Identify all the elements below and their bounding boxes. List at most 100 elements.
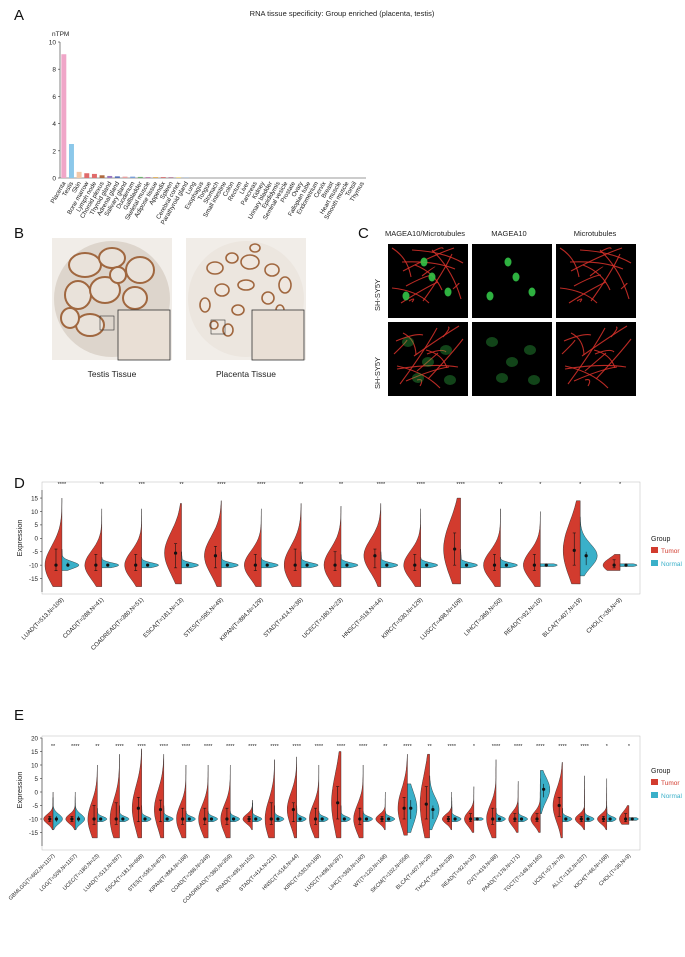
placental-villus — [278, 276, 292, 294]
tumor-median-point — [92, 817, 96, 821]
normal-median-point — [121, 817, 125, 821]
tumor-violin — [132, 748, 142, 839]
significance-label: * — [628, 744, 631, 750]
microtubule-filament — [573, 366, 618, 382]
significance-label: * — [473, 744, 476, 750]
tumor-violin — [597, 778, 608, 830]
tumor-violin — [309, 764, 320, 839]
microtubule-filament — [401, 261, 456, 270]
significance-label: **** — [315, 744, 324, 750]
microtubule-filament — [599, 247, 612, 253]
microtubule-filament — [599, 249, 630, 300]
normal-violin — [606, 805, 617, 822]
significance-label: **** — [359, 744, 368, 750]
group-label: CHOL(T=36,N=9) — [586, 597, 624, 635]
group-label: LUAD(T=513,N=397) — [83, 853, 123, 893]
normal-median-point — [387, 817, 391, 821]
group-label: THCA(T=504,N=338) — [415, 853, 456, 894]
tumor-median-point — [453, 547, 457, 551]
group-label: LGG(T=509,N=1157) — [39, 853, 79, 893]
ytick-label: -10 — [29, 562, 39, 569]
magea10-signal — [440, 345, 452, 355]
microtubule-filament — [559, 247, 580, 278]
significance-label: **** — [257, 482, 266, 488]
group-label: ESCA(T=181,N=668) — [105, 853, 146, 894]
group-label: BLCA(T=407,N=19) — [542, 597, 584, 639]
normal-median-point — [364, 817, 369, 821]
group-label: PAAD(T=178,N=171) — [481, 853, 521, 893]
bar — [160, 177, 166, 178]
normal-median-point — [385, 563, 389, 567]
microtubule-filament — [590, 253, 621, 302]
microtubule-filament — [405, 366, 450, 382]
normal-median-point — [475, 817, 479, 821]
microtubule-filament — [620, 282, 628, 290]
normal-median-point — [225, 563, 229, 567]
significance-label: **** — [514, 744, 523, 750]
bar — [122, 176, 128, 178]
magea10-signal — [528, 287, 536, 297]
tumor-violin — [244, 508, 262, 587]
microtubule-filament — [584, 379, 591, 387]
normal-violin — [619, 563, 638, 567]
magea10-signal — [402, 337, 414, 347]
tumor-median-point — [579, 817, 583, 821]
normal-median-point — [544, 563, 548, 567]
normal-median-point — [146, 563, 150, 567]
significance-label: ** — [498, 482, 503, 488]
microtubule-filament — [589, 266, 604, 277]
legend-d-tumor-label: Tumor — [661, 548, 680, 555]
tumor-median-point — [535, 817, 539, 821]
significance-label: **** — [492, 744, 501, 750]
normal-median-point — [409, 806, 413, 810]
normal-violin — [52, 797, 63, 830]
significance-label: **** — [456, 482, 465, 488]
microtubule-filament — [416, 352, 439, 372]
significance-label: **** — [217, 482, 226, 488]
group-label: UCEC(T=180,N=23) — [302, 597, 345, 640]
testis-inset — [117, 309, 171, 361]
microtubule-filament — [431, 247, 444, 253]
tumor-median-point — [253, 563, 257, 567]
normal-violin — [385, 810, 395, 822]
seminiferous-tubule — [68, 252, 102, 278]
bar — [168, 177, 174, 178]
tumor-median-point — [336, 801, 340, 805]
ytick-label: 5 — [35, 776, 39, 783]
if-panel: MAGEA10/Microtubules MAGEA10 Microtubule… — [373, 229, 636, 396]
microtubule-filament — [402, 247, 455, 272]
tumor-median-point — [373, 554, 377, 558]
normal-violin — [119, 805, 130, 822]
placental-villus — [209, 320, 219, 330]
panel-letter-d: D — [14, 475, 25, 492]
tumor-violin — [563, 500, 581, 585]
significance-label: ** — [51, 744, 56, 750]
ytick-label: 5 — [35, 522, 39, 529]
tumor-median-point — [413, 563, 417, 567]
panel-letter-c: C — [358, 225, 369, 242]
legend-d-tumor-swatch — [651, 547, 658, 553]
legend-e-normal-label: Normal — [661, 793, 683, 800]
chart-a-ytick-label: 6 — [52, 94, 56, 101]
microtubule-filament — [431, 249, 462, 300]
normal-median-point — [187, 817, 191, 821]
ytick-label: -5 — [32, 549, 38, 556]
normal-violin — [74, 797, 85, 830]
if-col-merge: MAGEA10/Microtubules — [385, 229, 465, 238]
normal-median-point — [298, 817, 302, 821]
if-col-magea10: MAGEA10 — [491, 229, 526, 238]
placental-villus — [261, 291, 275, 305]
tumor-violin — [375, 791, 386, 830]
normal-violin — [230, 810, 240, 822]
significance-label: * — [619, 482, 622, 488]
chart-a-ytick-label: 2 — [52, 148, 56, 155]
chart-d-ylabel: Expression — [15, 519, 24, 556]
placental-villus — [214, 283, 230, 297]
placenta-inset — [251, 309, 305, 361]
ytick-label: -10 — [29, 816, 39, 823]
tumor-median-point — [134, 563, 138, 567]
normal-median-point — [209, 817, 214, 821]
normal-median-point — [305, 563, 309, 567]
microtubule-filament — [408, 298, 415, 303]
group-label: ESCA(T=181,N=13) — [143, 597, 185, 639]
